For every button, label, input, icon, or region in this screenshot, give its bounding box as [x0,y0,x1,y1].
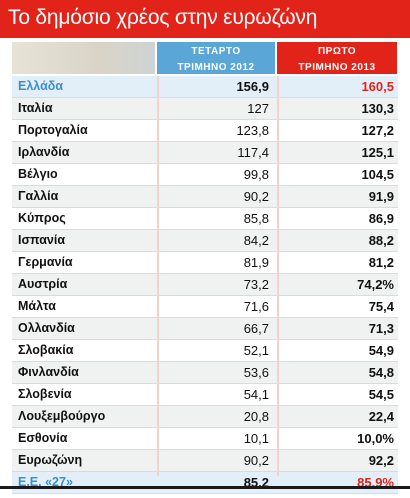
table-row: Μάλτα 71,6 75,4 [12,296,398,318]
value-q4-2012: 123,8 [236,123,269,138]
table-row: Ιρλανδία 117,4 125,1 [12,142,398,164]
country-name: Βέλγιο [18,167,58,181]
value-q4-2012: 53,6 [243,365,269,380]
value-q4-2012: 73,2 [243,277,269,292]
value-q4-2012: 117,4 [237,145,269,160]
column-divider [157,76,159,476]
value-q4-2012: 84,2 [243,233,269,248]
value-q1-2013: 54,8 [368,365,394,380]
column-header-q1-line2: ΤΡΙΜΗΝΟ 2013 [298,62,376,73]
table-row: Αυστρία 73,2 74,2% [12,274,398,296]
country-name: Γερμανία [18,255,73,269]
table-row: Σλοβενία 54,1 54,5 [12,384,398,406]
country-name: Ευρωζώνη [18,453,83,467]
value-q4-2012: 71,6 [243,299,269,314]
country-name: Μάλτα [18,299,56,313]
table-row: Φινλανδία 53,6 54,8 [12,362,398,384]
table-row: Πορτογαλία 123,8 127,2 [12,120,398,142]
bottom-rule [0,486,410,489]
column-header-q4-line2: ΤΡΙΜΗΝΟ 2012 [177,62,255,73]
value-q4-2012: 54,1 [243,387,269,402]
value-q1-2013: 127,2 [361,123,394,138]
country-name: Ελλάδα [18,79,64,93]
value-q1-2013: 88,2 [368,233,394,248]
table-row: Ιταλία 127 130,3 [12,98,398,120]
value-q1-2013: 54,9 [368,343,394,358]
column-header-q1-2013: ΠΡΩΤΟ ΤΡΙΜΗΝΟ 2013 [277,42,397,74]
value-q1-2013: 130,3 [361,101,394,116]
value-q1-2013: 91,9 [368,189,394,204]
column-header-q4-line1: ΤΕΤΑΡΤΟ [191,46,241,57]
value-q1-2013: 104,5 [361,167,394,182]
value-q4-2012: 156,9 [236,79,269,94]
table-row: Ισπανία 84,2 88,2 [12,230,398,252]
country-name: Ιρλανδία [18,145,70,159]
country-name: Γαλλία [18,189,59,203]
table-row: Γερμανία 81,9 81,2 [12,252,398,274]
table-row: Ολλανδία 66,7 71,3 [12,318,398,340]
value-q4-2012: 85,8 [243,211,269,226]
country-name: Σλοβακία [18,343,74,357]
value-q4-2012: 99,8 [243,167,269,182]
column-header-q4-2012: ΤΕΤΑΡΤΟ ΤΡΙΜΗΝΟ 2012 [157,42,275,74]
country-name: Πορτογαλία [18,123,88,137]
value-q4-2012: 81,9 [243,255,269,270]
value-q4-2012: 66,7 [243,321,269,336]
value-q1-2013: 10,0% [357,431,394,446]
country-name: Λουξεμβούργο [18,409,106,423]
value-q1-2013: 86,9 [368,211,394,226]
table-row: Ελλάδα 156,9 160,5 [12,76,398,98]
title-bar: Το δημόσιο χρέος στην ευρωζώνη [0,0,410,38]
country-name: Κύπρος [18,211,66,225]
data-table: Ελλάδα 156,9 160,5 Ιταλία 127 130,3 Πορτογαλία… [12,76,398,494]
table-row: Ε.Ε. «27» 85,2 85,9% [12,472,398,494]
country-name: Αυστρία [18,277,68,291]
value-q1-2013: 160,5 [361,79,394,94]
value-q1-2013: 74,2% [357,277,394,292]
value-q4-2012: 20,8 [243,409,269,424]
value-q1-2013: 71,3 [368,321,394,336]
table-row: Γαλλία 90,2 91,9 [12,186,398,208]
value-q1-2013: 85,9% [357,475,394,490]
table-row: Κύπρος 85,8 86,9 [12,208,398,230]
value-q4-2012: 52,1 [243,343,269,358]
value-q1-2013: 125,1 [361,145,394,160]
value-q1-2013: 81,2 [368,255,394,270]
value-q1-2013: 54,5 [368,387,394,402]
value-q4-2012: 85,2 [243,475,269,490]
country-name: Ε.Ε. «27» [18,475,73,489]
page-title: Το δημόσιο χρέος στην ευρωζώνη [8,6,318,29]
column-divider [277,76,279,476]
table-row: Βέλγιο 99,8 104,5 [12,164,398,186]
value-q1-2013: 75,4 [368,299,394,314]
table-row: Σλοβακία 52,1 54,9 [12,340,398,362]
country-name: Εσθονία [18,431,68,445]
country-name: Ιταλία [18,101,53,115]
column-header-q1-line1: ΠΡΩΤΟ [317,46,357,57]
country-name: Σλοβενία [18,387,72,401]
country-name: Ολλανδία [18,321,75,335]
value-q4-2012: 90,2 [243,189,269,204]
table-row: Ευρωζώνη 90,2 92,2 [12,450,398,472]
value-q4-2012: 10,1 [243,431,269,446]
value-q4-2012: 127 [247,101,269,116]
country-name: Φινλανδία [18,365,79,379]
value-q1-2013: 92,2 [368,453,394,468]
value-q4-2012: 90,2 [243,453,269,468]
table-row: Λουξεμβούργο 20,8 22,4 [12,406,398,428]
header-blank-cell [12,42,155,74]
table-row: Εσθονία 10,1 10,0% [12,428,398,450]
country-name: Ισπανία [18,233,66,247]
value-q1-2013: 22,4 [368,409,394,424]
